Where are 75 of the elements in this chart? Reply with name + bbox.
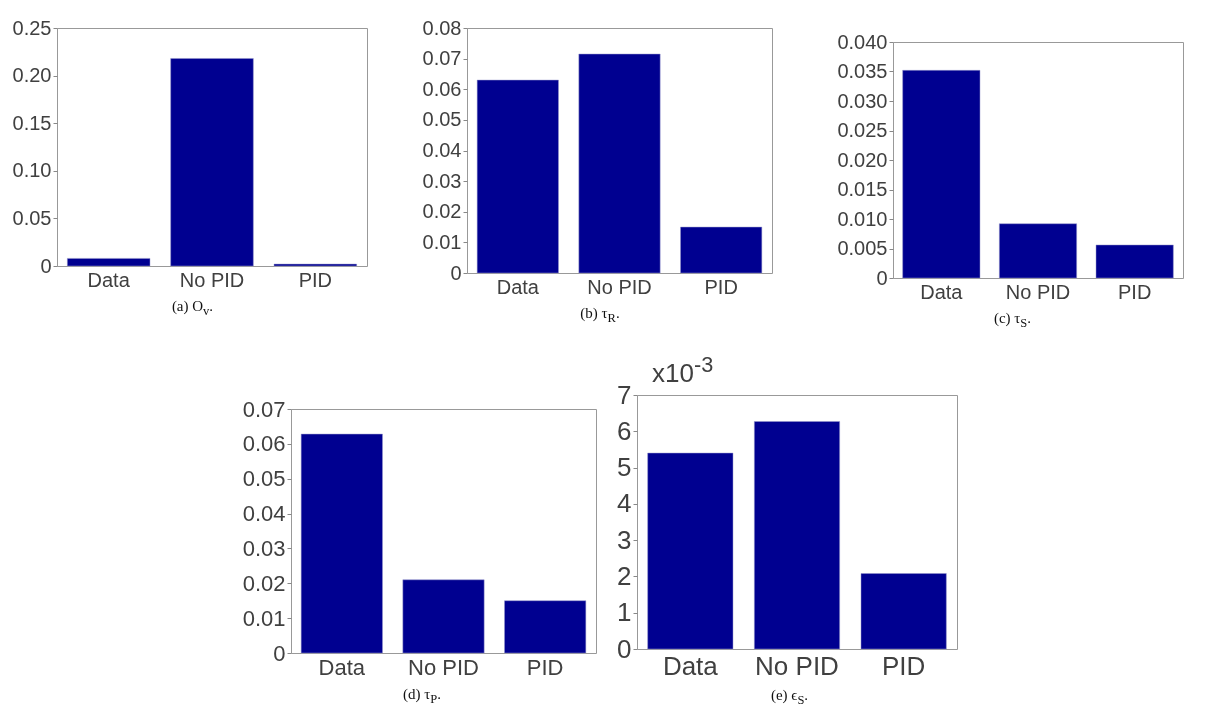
y-tick-label: 0.25 <box>12 16 52 39</box>
x-tick-label: Data <box>662 650 719 681</box>
bar <box>402 579 485 654</box>
text: (a) O$_{v}$. <box>170 298 215 319</box>
bar <box>67 258 151 267</box>
y-tick-label: 1 <box>617 597 632 628</box>
x-tick-label: PID <box>298 268 333 291</box>
y-tick-label: 0.005 <box>837 237 888 259</box>
x-tick-label: No PID <box>755 650 839 681</box>
y-tick-label: 0.02 <box>422 200 462 223</box>
text: (b) τ$_{R}$. <box>579 305 621 326</box>
y-tick-label: 0.08 <box>422 16 462 39</box>
x-tick-label: Data <box>920 280 964 303</box>
bar <box>860 573 947 650</box>
bar <box>578 53 661 274</box>
y-tick-label: 0.03 <box>242 535 286 561</box>
y-tick-label: 0.06 <box>422 77 462 100</box>
y-tick-label: 0.01 <box>242 605 286 631</box>
x-tick-label: Data <box>87 268 131 291</box>
y-tick-label: 0.040 <box>837 30 888 53</box>
y-tick-label: 0 <box>40 254 52 277</box>
y-tick-label: 0 <box>617 633 632 664</box>
y-tick-label: 0.020 <box>837 148 888 171</box>
y-tick-label: 0.07 <box>242 396 286 422</box>
x-tick-label: PID <box>704 275 738 298</box>
x-tick-label: Data <box>496 275 540 298</box>
y-tick-label: 0 <box>450 261 462 284</box>
y-tick-label: 0.05 <box>422 108 462 131</box>
text: (c) τ$_{S}$. <box>992 310 1033 331</box>
y-tick-label: 0.02 <box>242 570 286 596</box>
y-tick-label: 0.15 <box>12 111 52 134</box>
y-axis-title: x10$^{-3}$ <box>652 352 714 389</box>
y-tick-label: 0.05 <box>242 466 286 492</box>
x-tick-label: No PID <box>179 268 245 291</box>
y-tick-label: 0.01 <box>422 230 462 253</box>
y-tick-label: 4 <box>617 488 632 519</box>
y-tick-label: 0.07 <box>422 47 462 70</box>
y-tick-label: 0 <box>876 266 888 289</box>
y-tick-label: 0.06 <box>242 431 286 457</box>
y-tick-label: 0.03 <box>422 169 462 192</box>
bar <box>647 452 734 650</box>
bar <box>504 600 587 654</box>
y-tick-label: 0.015 <box>837 178 888 200</box>
y-tick-label: 0.10 <box>12 159 52 182</box>
bar <box>170 58 254 267</box>
y-tick-label: 0.025 <box>837 119 888 141</box>
text: (e) ϵ$_{S}$. <box>769 687 810 708</box>
x-tick-label: PID <box>1117 280 1152 303</box>
y-tick-label: 0 <box>273 640 286 666</box>
text: (d) τ$_{P}$. <box>402 686 442 707</box>
bar <box>680 226 763 274</box>
bar <box>300 433 383 654</box>
y-tick-label: 3 <box>617 524 632 555</box>
bar <box>476 79 559 274</box>
bar <box>1095 244 1174 279</box>
bar <box>902 70 981 279</box>
y-tick-label: 6 <box>617 415 632 446</box>
x-tick-label: No PID <box>587 275 652 298</box>
y-tick-label: 0.05 <box>12 206 52 229</box>
y-tick-label: 0.04 <box>242 501 286 527</box>
y-tick-label: 0.010 <box>837 207 888 230</box>
x-tick-label: No PID <box>408 654 479 680</box>
x-tick-label: PID <box>526 654 564 680</box>
y-tick-label: 5 <box>617 452 632 483</box>
x-tick-label: No PID <box>1005 280 1071 303</box>
y-tick-label: 2 <box>617 560 632 591</box>
y-tick-label: 0.030 <box>837 89 888 112</box>
bar <box>754 421 840 650</box>
bar <box>999 223 1077 279</box>
y-tick-label: 0.04 <box>422 139 462 161</box>
y-tick-label: 0.20 <box>12 64 52 87</box>
x-tick-label: PID <box>881 650 926 681</box>
y-tick-label: 0.035 <box>837 60 888 82</box>
x-tick-label: Data <box>318 654 366 680</box>
y-tick-label: 7 <box>617 379 632 410</box>
